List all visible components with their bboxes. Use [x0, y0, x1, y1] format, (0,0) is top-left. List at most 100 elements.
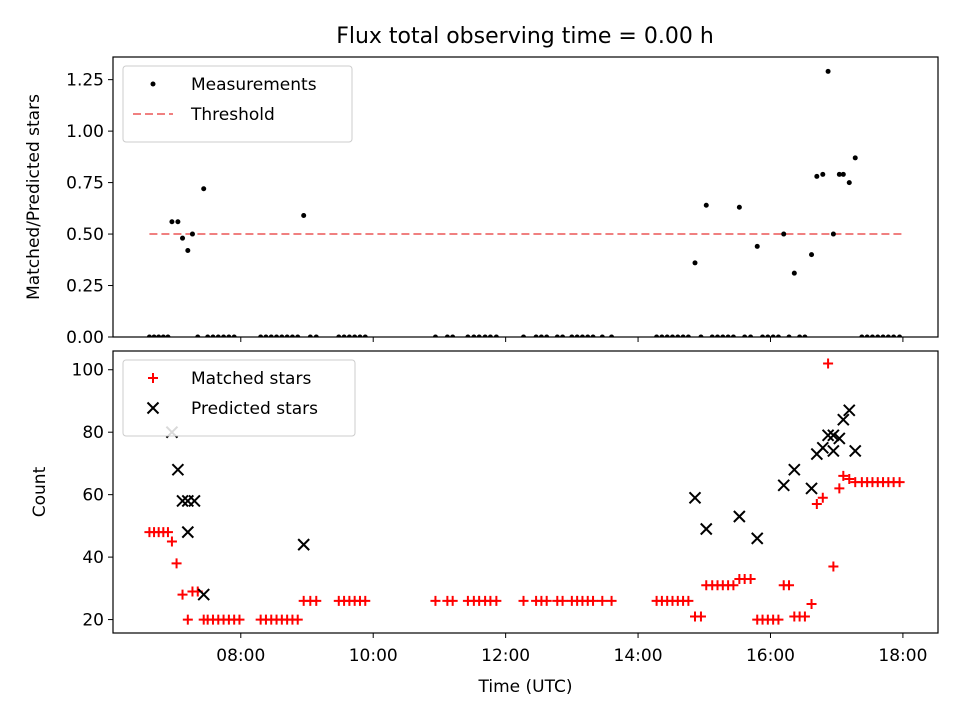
data-point [357, 334, 363, 337]
data-point [311, 595, 322, 606]
data-point [809, 252, 815, 258]
data-point [609, 334, 615, 337]
data-point [765, 334, 771, 337]
data-point [688, 491, 702, 504]
data-point [816, 441, 829, 455]
data-point [432, 334, 438, 337]
data-point [864, 334, 870, 337]
data-point [151, 334, 157, 337]
data-point [175, 219, 181, 225]
data-point [430, 595, 441, 606]
data-point [836, 171, 842, 177]
data-point [188, 494, 201, 508]
legend-label: Measurements [191, 75, 317, 95]
legend-label: Predicted stars [191, 399, 318, 419]
data-point [160, 334, 166, 337]
data-point [185, 248, 191, 254]
data-point [786, 334, 792, 337]
data-point [821, 429, 835, 442]
data-point [827, 429, 840, 442]
y-tick-label: 20 [82, 611, 104, 631]
data-point [465, 334, 471, 337]
legend-box [122, 359, 356, 437]
data-point [828, 561, 839, 572]
data-point [554, 334, 560, 337]
plot-area [146, 68, 903, 337]
data-point [685, 334, 691, 337]
data-point [680, 334, 686, 337]
data-point [781, 231, 787, 237]
data-point [754, 243, 760, 249]
legend: Measurements Threshold [122, 65, 353, 143]
data-point [720, 334, 726, 337]
data-point [295, 334, 301, 337]
data-point [166, 536, 177, 547]
data-point [748, 334, 754, 337]
x-tick-label: 10:00 [349, 646, 398, 666]
y-tick-label: 1.00 [66, 122, 104, 142]
data-point [852, 155, 858, 161]
y-tick-label: 0.75 [66, 174, 104, 194]
data-point [880, 334, 886, 337]
legend-entry: Matched stars [148, 369, 311, 389]
data-point [165, 334, 171, 337]
data-point [840, 171, 846, 177]
data-point [360, 595, 371, 606]
data-point [197, 588, 210, 601]
data-point [579, 334, 585, 337]
ratio-panel: 0.00 0.25 0.50 0.75 1.00 1.25 Matched/Predicte… [24, 56, 939, 348]
data-point [210, 334, 216, 337]
data-point [538, 334, 544, 337]
data-point [226, 334, 232, 337]
data-point [777, 479, 790, 492]
data-point [447, 595, 458, 606]
data-point [450, 334, 456, 337]
data-point [491, 595, 502, 606]
series-measurements [146, 68, 903, 337]
data-point [195, 334, 201, 337]
data-point [797, 334, 803, 337]
y-tick-label: 100 [72, 361, 104, 381]
data-point [728, 580, 739, 591]
data-point [482, 334, 488, 337]
x-tick-label: 16:00 [746, 646, 795, 666]
data-point [177, 589, 188, 600]
x-tick-label: 12:00 [481, 646, 530, 666]
data-point [471, 334, 477, 337]
data-point [544, 334, 550, 337]
x-tick-label: 18:00 [878, 646, 927, 666]
data-point [830, 231, 836, 237]
data-point [189, 231, 195, 237]
legend-marker [150, 81, 156, 87]
legend: Matched stars Predicted stars [122, 359, 356, 437]
y-tick-label: 0.50 [66, 225, 104, 245]
data-point [695, 611, 706, 622]
data-point [844, 474, 855, 485]
plot-area [144, 358, 905, 625]
data-point [313, 334, 319, 337]
data-point [875, 334, 881, 337]
data-point [590, 334, 596, 337]
y-tick-label: 0.25 [66, 277, 104, 297]
y-axis-label: Count [30, 466, 50, 517]
data-point [849, 444, 862, 458]
data-point [833, 432, 846, 445]
data-point [817, 492, 828, 503]
data-point [560, 334, 566, 337]
data-point [823, 358, 834, 369]
data-point [837, 413, 850, 426]
data-point [301, 213, 307, 219]
data-point [284, 334, 290, 337]
data-point [838, 470, 849, 481]
data-point [574, 334, 580, 337]
legend-label: Matched stars [191, 369, 311, 389]
data-point [181, 525, 195, 539]
x-tick-label: 14:00 [614, 646, 663, 666]
legend-entry: Predicted stars [146, 399, 318, 419]
data-point [770, 334, 776, 337]
data-point [476, 334, 482, 337]
data-point [176, 494, 189, 508]
data-point [843, 404, 856, 417]
data-point [773, 614, 784, 625]
data-point [805, 482, 818, 495]
